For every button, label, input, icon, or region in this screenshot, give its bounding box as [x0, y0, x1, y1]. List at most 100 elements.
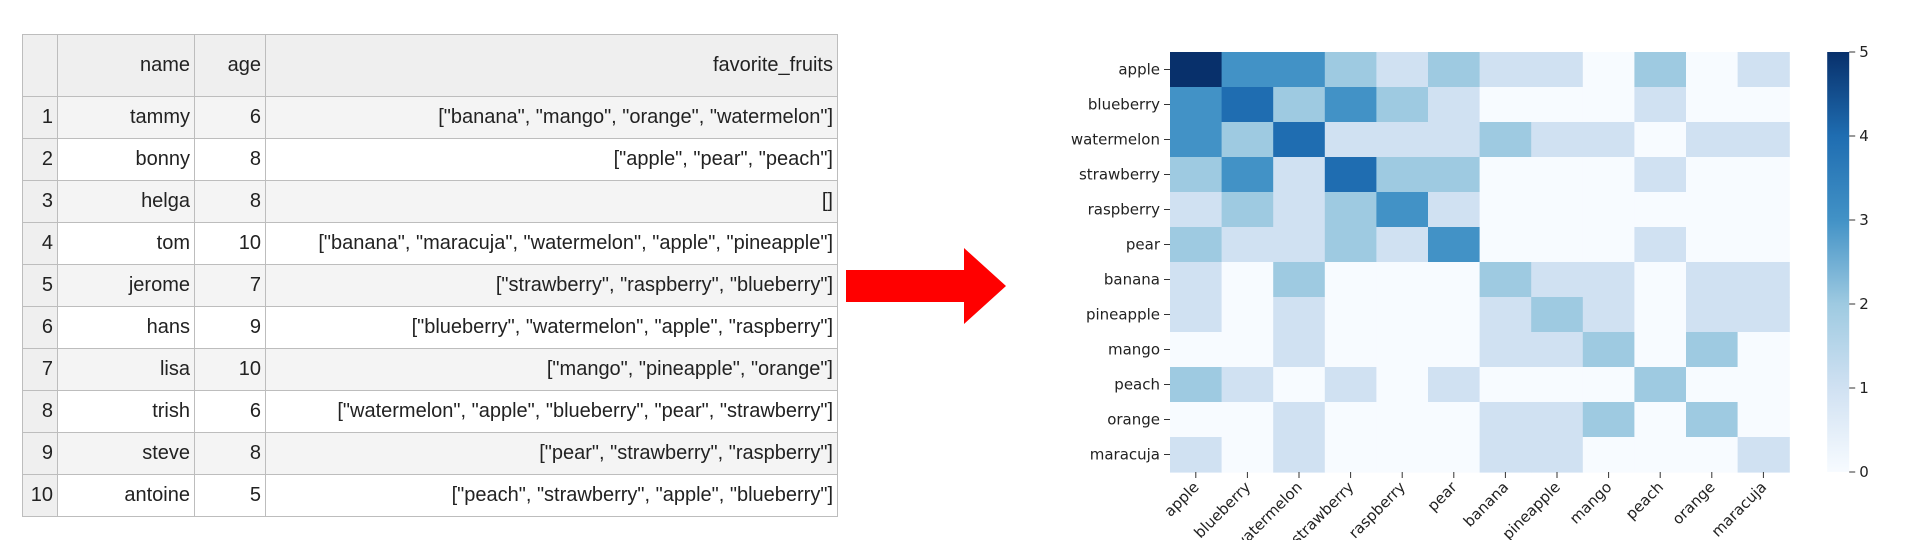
heatmap-cell	[1479, 52, 1532, 88]
row-index: 3	[22, 180, 58, 223]
heatmap-cell	[1686, 437, 1739, 473]
favorite-fruits-cell: []	[265, 180, 838, 223]
heatmap-cell	[1170, 87, 1223, 123]
y-tick-label: orange	[1107, 411, 1160, 429]
y-tick-label: peach	[1114, 376, 1160, 394]
heatmap-cell	[1428, 437, 1481, 473]
colorbar-tick-label: 5	[1859, 43, 1869, 61]
heatmap-cell	[1221, 332, 1274, 368]
favorite-fruits-table: name age favorite_fruits 1 tammy 6 ["banana…	[22, 34, 838, 517]
heatmap-cell	[1582, 402, 1635, 438]
heatmap-cell	[1428, 402, 1481, 438]
heatmap-cell	[1376, 297, 1429, 333]
heatmap-cell	[1737, 332, 1790, 368]
table-row: 5 jerome 7 ["strawberry", "raspberry", "blu…	[22, 264, 838, 307]
age-cell: 8	[194, 138, 266, 181]
row-index: 1	[22, 96, 58, 139]
favorite-fruits-cell: ["banana", "mango", "orange", "watermelo…	[265, 96, 838, 139]
heatmap-cell	[1376, 437, 1429, 473]
age-column-header: age	[194, 34, 266, 97]
heatmap-cell	[1737, 157, 1790, 193]
heatmap-cell	[1428, 262, 1481, 298]
favorite-fruits-cell: ["banana", "maracuja", "watermelon", "ap…	[265, 222, 838, 265]
heatmap-cell	[1531, 367, 1584, 403]
heatmap-cell	[1634, 332, 1687, 368]
y-tick-label: mango	[1108, 341, 1160, 359]
heatmap-cell	[1428, 227, 1481, 263]
x-tick-label: banana	[1460, 478, 1512, 530]
age-cell: 6	[194, 96, 266, 139]
table-row: 10 antoine 5 ["peach", "strawberry", "apple…	[22, 474, 838, 517]
heatmap-cell	[1686, 52, 1739, 88]
heatmap-cell	[1170, 367, 1223, 403]
table-row: 2 bonny 8 ["apple", "pear", "peach"]	[22, 138, 838, 181]
heatmap-cell	[1273, 332, 1326, 368]
heatmap-cell	[1479, 332, 1532, 368]
heatmap-cell	[1376, 192, 1429, 228]
heatmap-cell	[1686, 332, 1739, 368]
name-cell: trish	[57, 390, 195, 433]
heatmap-cell	[1686, 157, 1739, 193]
heatmap-cell	[1686, 122, 1739, 158]
name-cell: jerome	[57, 264, 195, 307]
heatmap-cell	[1737, 402, 1790, 438]
heatmap-cell	[1324, 227, 1377, 263]
heatmap-cell	[1582, 157, 1635, 193]
heatmap-cell	[1221, 227, 1274, 263]
colorbar-tick-label: 2	[1859, 295, 1869, 313]
heatmap-cell	[1531, 227, 1584, 263]
x-tick-label: pear	[1424, 478, 1461, 515]
heatmap-cell	[1170, 192, 1223, 228]
heatmap-cell	[1737, 262, 1790, 298]
table-row: 7 lisa 10 ["mango", "pineapple", "orange"]	[22, 348, 838, 391]
y-tick-label: watermelon	[1071, 131, 1160, 149]
heatmap-cell	[1634, 87, 1687, 123]
heatmap-cell	[1479, 437, 1532, 473]
age-cell: 8	[194, 432, 266, 475]
heatmap-cell	[1479, 297, 1532, 333]
heatmap-cell	[1273, 192, 1326, 228]
row-index: 7	[22, 348, 58, 391]
heatmap-cell	[1479, 192, 1532, 228]
y-tick-label: raspberry	[1088, 201, 1161, 219]
heatmap-cell	[1273, 122, 1326, 158]
heatmap-cell	[1324, 437, 1377, 473]
heatmap-cell	[1273, 157, 1326, 193]
heatmap-cell	[1428, 367, 1481, 403]
row-index: 9	[22, 432, 58, 475]
name-cell: tammy	[57, 96, 195, 139]
favorite-fruits-cell: ["watermelon", "apple", "blueberry", "pe…	[265, 390, 838, 433]
heatmap-cell	[1582, 87, 1635, 123]
colorbar	[1827, 52, 1850, 472]
heatmap-cell	[1221, 52, 1274, 88]
heatmap-cell	[1170, 157, 1223, 193]
heatmap-cell	[1324, 122, 1377, 158]
name-cell: lisa	[57, 348, 195, 391]
heatmap-cell	[1582, 227, 1635, 263]
colorbar-tick-label: 4	[1859, 127, 1869, 145]
heatmap-cell	[1737, 87, 1790, 123]
heatmap-cell	[1634, 122, 1687, 158]
row-index: 10	[22, 474, 58, 517]
name-column-header: name	[57, 34, 195, 97]
x-tick-label: peach	[1622, 478, 1667, 523]
heatmap-cell	[1376, 157, 1429, 193]
heatmap-cell	[1531, 157, 1584, 193]
y-tick-label: banana	[1104, 271, 1160, 289]
age-cell: 6	[194, 390, 266, 433]
x-tick-label: orange	[1669, 478, 1719, 528]
heatmap-cell	[1428, 192, 1481, 228]
row-index: 2	[22, 138, 58, 181]
name-cell: hans	[57, 306, 195, 349]
favorite-fruits-cell: ["pear", "strawberry", "raspberry"]	[265, 432, 838, 475]
heatmap-cell	[1273, 437, 1326, 473]
heatmap-cell	[1221, 87, 1274, 123]
x-tick-label: maracuja	[1708, 478, 1770, 540]
heatmap-cell	[1324, 262, 1377, 298]
heatmap-cell	[1531, 122, 1584, 158]
heatmap-cell	[1221, 262, 1274, 298]
name-cell: helga	[57, 180, 195, 223]
table-row: 8 trish 6 ["watermelon", "apple", "blueberr…	[22, 390, 838, 433]
heatmap-cell	[1273, 297, 1326, 333]
colorbar-tick-label: 1	[1859, 379, 1869, 397]
